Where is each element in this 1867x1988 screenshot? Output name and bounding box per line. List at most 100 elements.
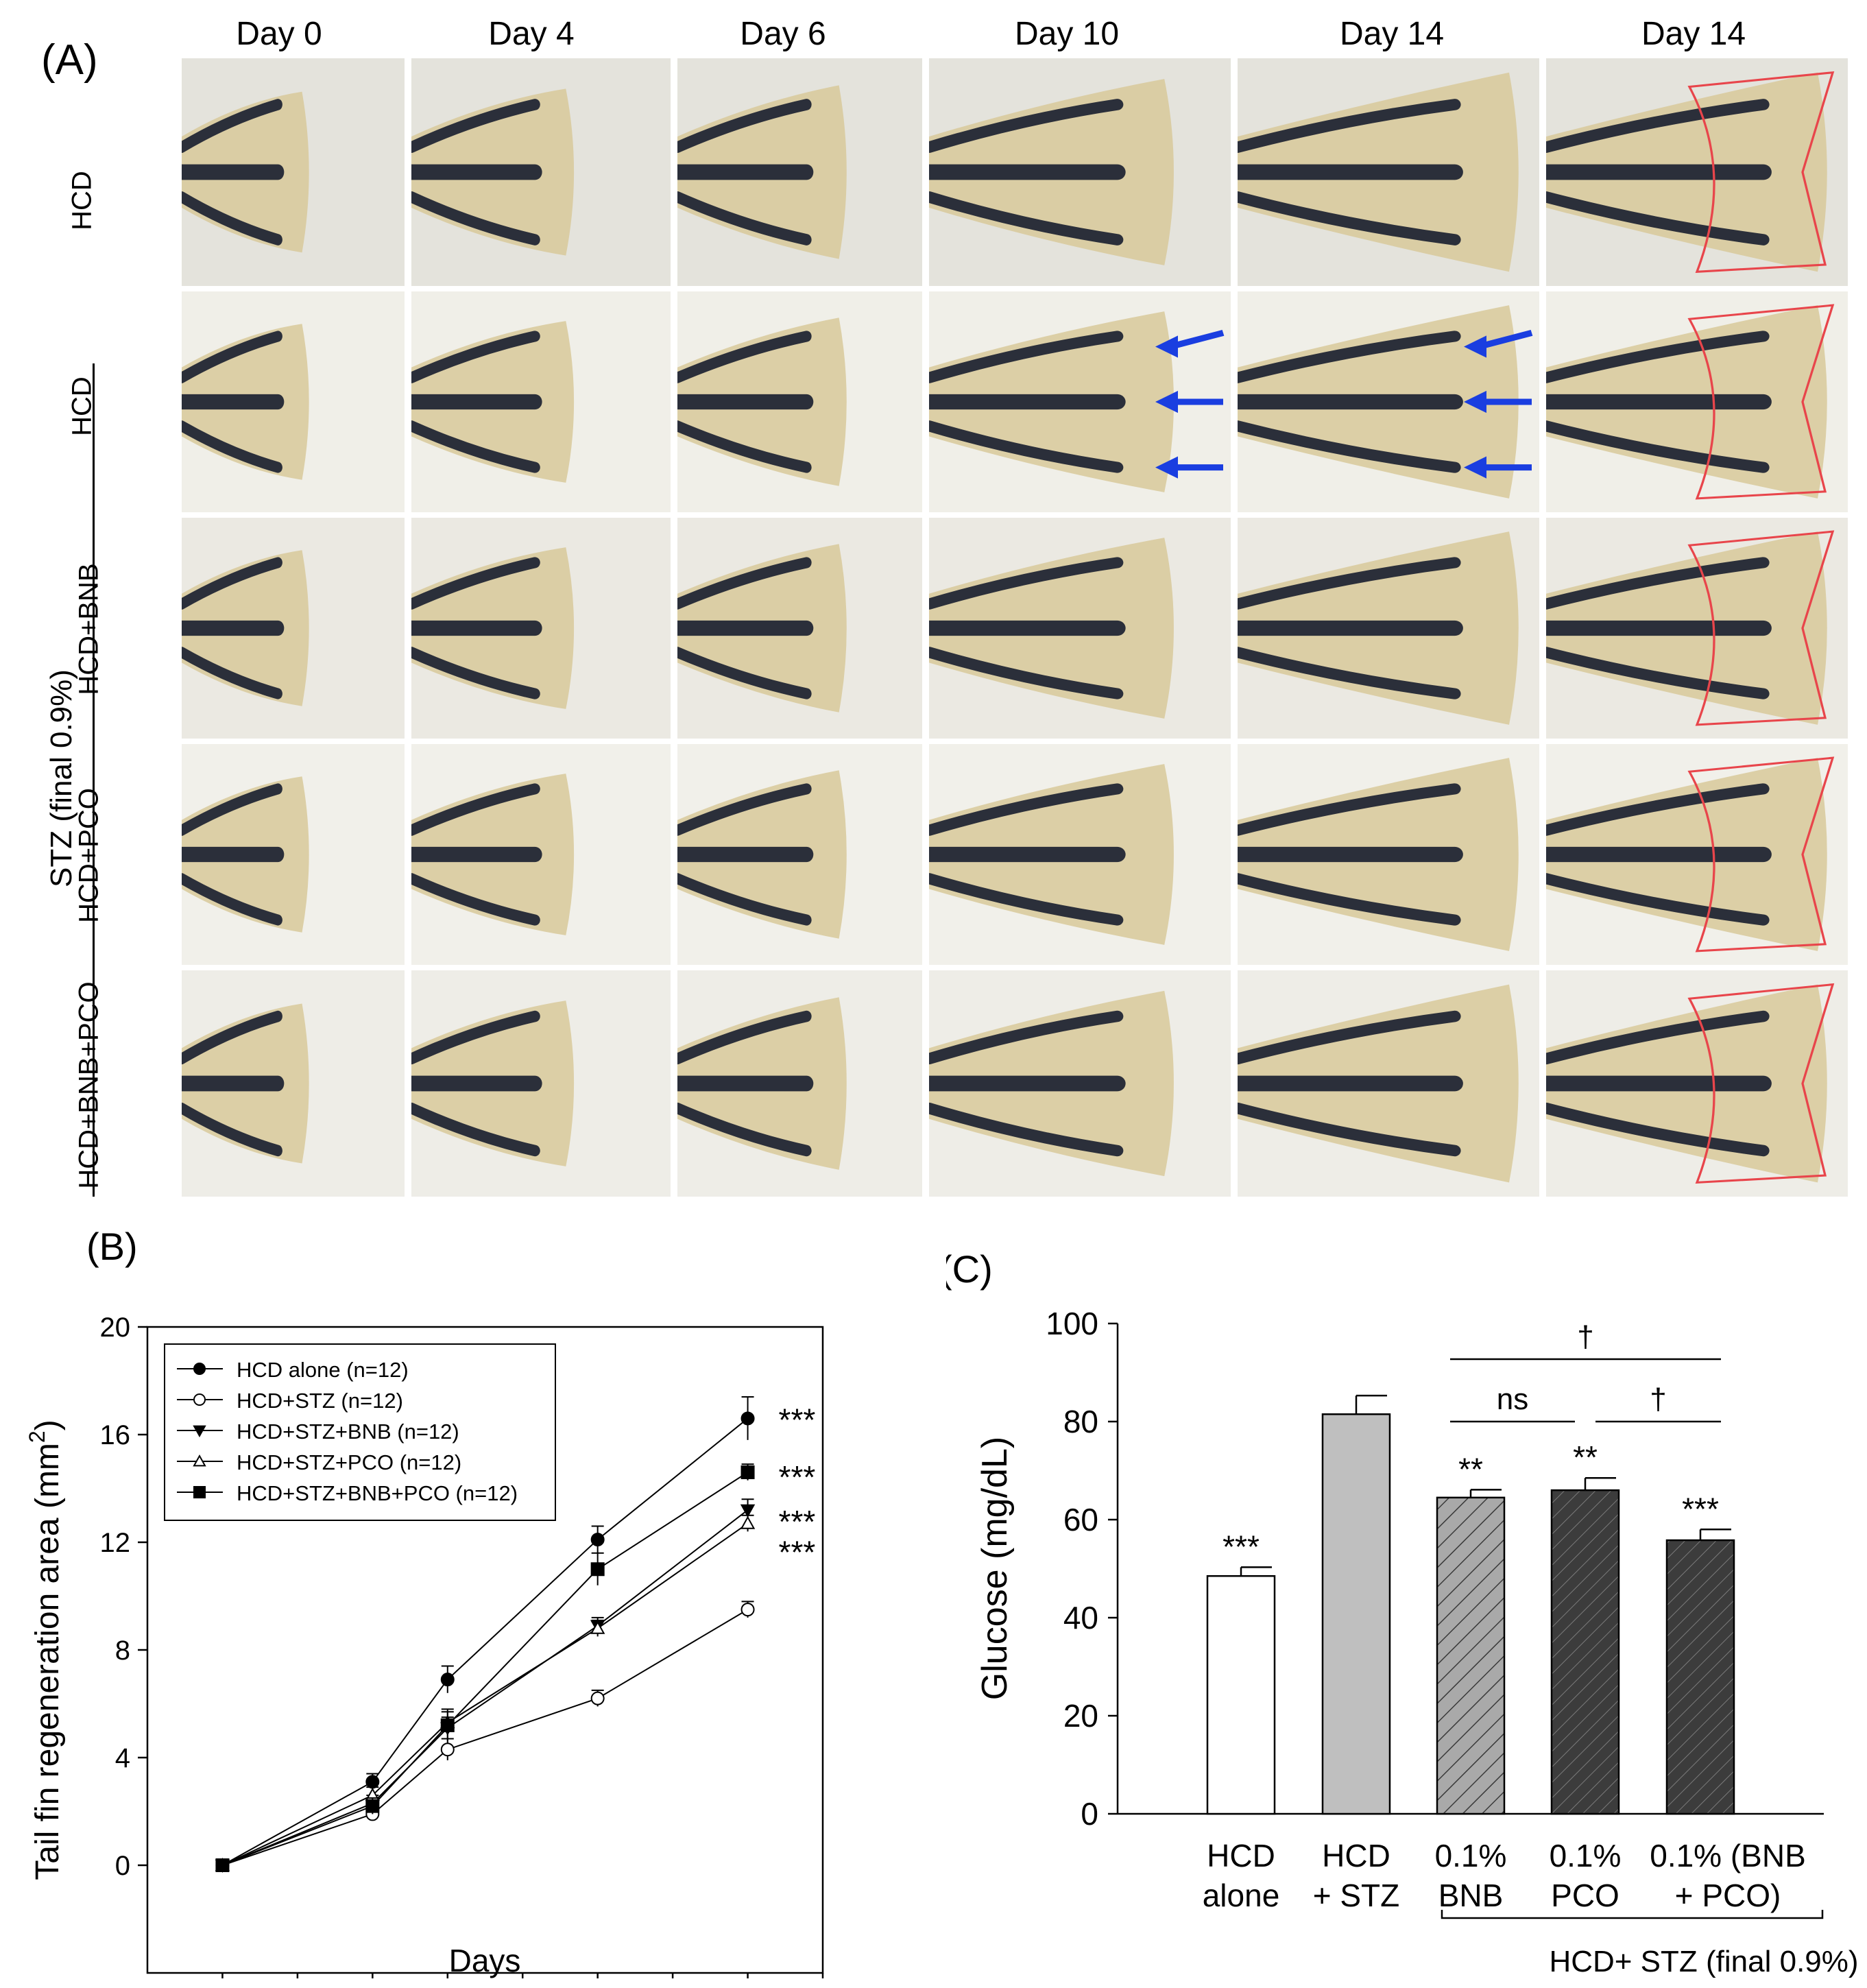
fin-stripe <box>929 331 1124 383</box>
chart-b-legend-entry: HCD+STZ+BNB (n=12) <box>237 1420 459 1444</box>
fin-stripe <box>1546 191 1770 245</box>
fin-stripe <box>1546 557 1770 610</box>
fin-photo-r1-c3 <box>929 291 1231 512</box>
chart-b-series-line <box>222 1509 749 1866</box>
fin-stripe <box>1546 873 1770 926</box>
chart-c-category-label: 0.1% (BNB <box>1650 1838 1806 1873</box>
chart-b-series-line <box>222 1472 749 1866</box>
fin-photo-r4-c0 <box>182 970 405 1197</box>
fin-stripe <box>182 783 282 836</box>
chart-c-significance-label: *** <box>1222 1529 1260 1564</box>
chart-b-significance: ************ <box>779 1402 816 1570</box>
chart-c-bracket-label: ns <box>1497 1382 1528 1416</box>
chart-b-marker-square-filled <box>440 1718 455 1732</box>
chart-c-ytick-label: 100 <box>1046 1306 1098 1341</box>
chart-c-ytick-label: 80 <box>1063 1404 1098 1439</box>
fin-photo-r0-c4 <box>1238 58 1539 286</box>
fin-stripe <box>677 647 812 699</box>
chart-b-series <box>215 1396 756 1873</box>
fin-photo-r3-c3 <box>929 744 1231 965</box>
fin-stripe <box>411 873 540 926</box>
chart-b-ytick-label: 20 <box>100 1313 131 1343</box>
chart-b-series-0 <box>215 1396 755 1872</box>
row-label-stz-hcd-bnb-pco: HCD+BNB+PCO <box>73 981 104 1189</box>
fin-photo-r0-c0 <box>182 58 405 286</box>
chart-b-significance-label: *** <box>779 1459 816 1495</box>
chart-b-marker-circle-filled <box>440 1673 455 1687</box>
stz-group-label: STZ (final 0.9%) <box>45 669 78 887</box>
chart-b-legend-entry: HCD+STZ+PCO (n=12) <box>237 1450 461 1474</box>
fin-stripe <box>677 420 812 473</box>
chart-c-bar <box>1321 1413 1391 1815</box>
fin-stripe <box>677 873 812 926</box>
arrow-top-icon <box>1155 330 1225 358</box>
fin-stripe <box>1238 1102 1461 1157</box>
regeneration-outline <box>1687 71 1835 273</box>
fin-stripe <box>1238 99 1461 153</box>
chart-b-marker-triangle-down-filled <box>193 1425 206 1438</box>
fin-stripe <box>182 420 282 473</box>
chart-c-category-label: HCD <box>1207 1838 1275 1873</box>
chart-b-legend-entry: HCD+STZ (n=12) <box>237 1389 403 1413</box>
fin-stripe <box>677 191 812 245</box>
chart-b-marker-triangle-up-open <box>590 1620 605 1634</box>
fin-stripe <box>1546 1102 1770 1157</box>
chart-b-marker-square-filled <box>365 1799 380 1813</box>
chart-b-ytick-label: 4 <box>115 1743 130 1773</box>
fin-photo-r0-c1 <box>411 58 671 286</box>
fin-stripe <box>1238 191 1461 245</box>
fin-photo-r0-c2 <box>677 58 922 286</box>
regeneration-outline <box>1687 756 1835 953</box>
chart-b-significance-label: *** <box>779 1402 816 1437</box>
fin-stripe <box>677 331 812 383</box>
chart-b-xaxis: 0246810121416 <box>221 1973 824 1978</box>
chart-b-legend-entry: HCD alone (n=12) <box>237 1358 409 1382</box>
fin-photo-r2-c0 <box>182 518 405 739</box>
panel-b-label: (B) <box>86 1225 138 1268</box>
chart-b-yaxis: 0 4 8 12 16 20 <box>100 1313 147 1881</box>
fin-stripe <box>411 783 540 836</box>
fin-stripe <box>182 873 282 926</box>
chart-c-bracket-label: † <box>1577 1320 1593 1354</box>
chart-c-category-label: + STZ <box>1313 1878 1400 1913</box>
fin-stripe <box>1238 1010 1461 1065</box>
chart-c-category-label: 0.1% <box>1550 1838 1622 1873</box>
chart-c-yaxis: 0 20 40 60 80 100 <box>1046 1306 1118 1832</box>
fin-photo-r2-c2 <box>677 518 922 739</box>
chart-c-ylabel: Glucose (mg/dL) <box>975 1437 1015 1700</box>
chart-c-ytick-label: 0 <box>1081 1796 1098 1832</box>
chart-c-category-label: PCO <box>1551 1878 1619 1913</box>
chart-b-marker-square-filled <box>215 1858 230 1872</box>
chart-b-marker-triangle-up-open <box>740 1516 756 1529</box>
chart-b-significance-label: *** <box>779 1535 816 1570</box>
chart-c-bar <box>1550 1489 1620 1815</box>
arrow-bottom-icon <box>1464 456 1532 479</box>
chart-b-marker-circle-open <box>193 1393 206 1406</box>
chart-c-ytick-label: 40 <box>1063 1600 1098 1636</box>
chart-c-category-label: HCD <box>1322 1838 1390 1873</box>
regeneration-outline <box>1687 983 1835 1184</box>
fin-stripe <box>411 99 540 153</box>
regeneration-outline <box>1687 304 1835 500</box>
fin-stripe <box>677 1102 812 1157</box>
fin-photo-r1-c4 <box>1238 291 1539 512</box>
fin-stripe <box>677 1010 812 1065</box>
fin-stripe <box>182 1010 282 1065</box>
chart-b-legend-box <box>164 1343 556 1521</box>
fin-stripe <box>182 331 282 383</box>
fin-photo-r1-c0 <box>182 291 405 512</box>
fin-stripe <box>1238 557 1461 610</box>
fin-stripe <box>411 1010 540 1065</box>
chart-b-marker-circle-filled <box>590 1533 605 1547</box>
chart-b-ytick-label: 0 <box>115 1851 130 1881</box>
fin-stripe <box>1546 420 1770 473</box>
chart-c-significance-label: *** <box>1682 1491 1719 1526</box>
fin-stripe <box>411 557 540 610</box>
fin-photo-r1-c1 <box>411 291 671 512</box>
chart-c-group-label: HCD+ STZ (final 0.9%) <box>1549 1945 1858 1978</box>
chart-c-ytick-label: 20 <box>1063 1698 1098 1734</box>
col-header-day14: Day 14 <box>1339 16 1445 52</box>
fin-photo-r3-c2 <box>677 744 922 965</box>
fin-photo-r4-c5 <box>1546 970 1848 1197</box>
chart-b-marker-circle-open <box>440 1743 455 1757</box>
